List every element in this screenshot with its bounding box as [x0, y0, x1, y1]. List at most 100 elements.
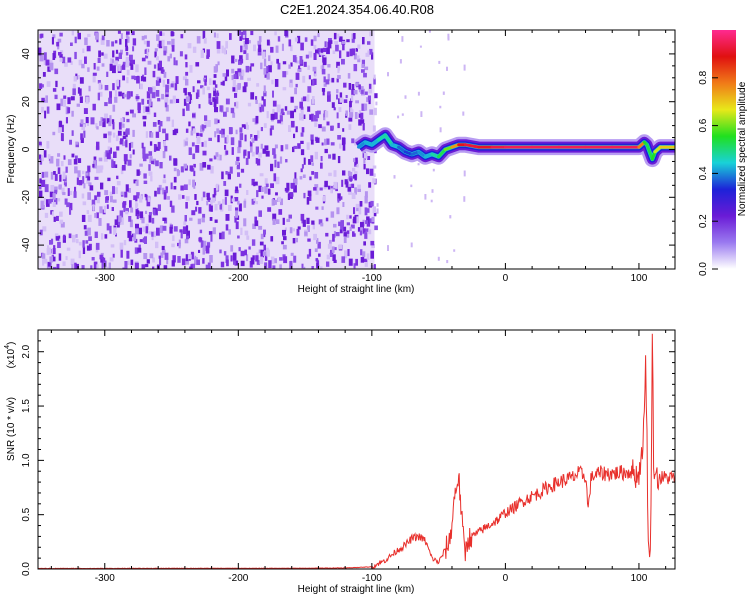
- noise-speck: [244, 230, 249, 236]
- noise-speck: [368, 83, 372, 90]
- noise-speck: [213, 99, 217, 107]
- y-tick-label: 0: [21, 146, 32, 152]
- noise-speck: [112, 199, 117, 203]
- noise-speck: [222, 73, 227, 77]
- noise-speck: [64, 180, 67, 187]
- noise-speck: [266, 65, 269, 73]
- noise-speck: [104, 85, 109, 91]
- noise-speck: [259, 106, 262, 113]
- noise-speck: [299, 101, 303, 109]
- noise-speck: [273, 258, 277, 264]
- noise-speck: [151, 237, 154, 241]
- noise-speck: [370, 240, 375, 246]
- noise-speck: [109, 115, 112, 124]
- noise-speck: [83, 225, 87, 230]
- noise-speck: [41, 171, 45, 178]
- noise-speck: [282, 71, 287, 78]
- noise-speck: [311, 113, 314, 122]
- noise-speck: [341, 58, 345, 65]
- noise-speck: [163, 50, 167, 56]
- x-tick-label: -100: [362, 573, 382, 584]
- noise-speck: [293, 185, 297, 193]
- noise-speck: [93, 156, 97, 160]
- noise-speck: [354, 187, 357, 195]
- noise-speck: [144, 35, 147, 39]
- noise-speck: [118, 91, 122, 97]
- noise-speck: [253, 44, 256, 52]
- noise-speck: [201, 197, 204, 201]
- noise-speck: [97, 57, 101, 63]
- noise-speck: [145, 226, 149, 234]
- noise-speck: [292, 55, 297, 62]
- noise-speck: [200, 50, 204, 58]
- noise-speck: [202, 162, 207, 168]
- noise-speck: [301, 127, 305, 133]
- colorbar: 0.00.20.40.60.8 Normalized spectral ampl…: [698, 30, 748, 276]
- noise-speck: [86, 228, 89, 232]
- noise-speck: [85, 240, 89, 244]
- noise-speck: [135, 226, 139, 235]
- noise-speck: [145, 153, 149, 159]
- noise-speck: [292, 228, 295, 232]
- noise-speck: [112, 104, 116, 112]
- noise-speck: [85, 96, 89, 104]
- noise-speck: [109, 191, 113, 197]
- noise-speck: [188, 97, 191, 104]
- noise-speck: [253, 135, 258, 141]
- noise-speck: [224, 137, 228, 144]
- noise-speck: [180, 185, 184, 191]
- noise-speck: [238, 247, 241, 252]
- noise-speck: [235, 221, 239, 230]
- snr-multiplier-base: (x10: [6, 348, 17, 368]
- noise-speck: [96, 66, 100, 71]
- noise-speck: [243, 82, 248, 87]
- noise-speck: [348, 83, 352, 90]
- noise-speck: [85, 172, 89, 176]
- noise-speck: [187, 92, 191, 96]
- noise-speck: [319, 187, 323, 191]
- noise-speck: [207, 120, 211, 127]
- noise-speck: [234, 71, 239, 77]
- noise-speck: [257, 130, 260, 139]
- noise-speck: [242, 34, 246, 39]
- noise-speck: [40, 33, 44, 38]
- noise-speck: [238, 72, 242, 77]
- noise-speck: [307, 65, 310, 70]
- colorbar-tick-label: 0.4: [698, 166, 709, 180]
- noise-speck: [278, 209, 283, 215]
- noise-speck: [184, 87, 187, 96]
- noise-speck: [191, 263, 196, 269]
- noise-speck: [229, 33, 232, 40]
- noise-speck: [373, 173, 376, 177]
- noise-speck: [111, 119, 115, 125]
- noise-speck: [276, 104, 281, 113]
- noise-speck: [267, 188, 271, 195]
- noise-speck: [223, 47, 227, 54]
- noise-speck: [283, 236, 287, 241]
- noise-speck: [46, 141, 50, 149]
- noise-speck: [347, 170, 351, 177]
- noise-speck: [214, 118, 218, 125]
- noise-speck: [108, 134, 112, 143]
- noise-speck: [249, 141, 253, 147]
- noise-speck: [67, 97, 71, 105]
- noise-speck: [106, 71, 109, 77]
- noise-speck: [297, 143, 301, 149]
- noise-speck: [45, 59, 50, 66]
- noise-speck: [42, 226, 47, 232]
- noise-speck: [369, 168, 374, 176]
- noise-speck: [320, 156, 323, 162]
- noise-speck: [240, 227, 243, 235]
- noise-speck: [359, 230, 362, 236]
- noise-speck: [182, 76, 187, 81]
- noise-speck: [57, 153, 61, 157]
- noise-speck: [363, 103, 368, 111]
- noise-speck: [419, 45, 422, 48]
- noise-speck: [163, 140, 166, 148]
- noise-speck: [189, 266, 193, 269]
- noise-speck: [162, 69, 165, 74]
- noise-speck: [97, 80, 101, 84]
- noise-speck: [301, 117, 304, 121]
